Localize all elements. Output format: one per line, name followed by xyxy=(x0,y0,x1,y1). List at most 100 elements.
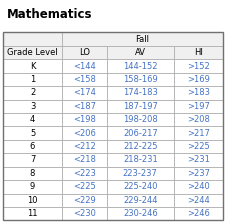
Text: >244: >244 xyxy=(186,196,209,205)
Text: >240: >240 xyxy=(186,182,209,191)
Text: <158: <158 xyxy=(72,75,95,84)
Text: 6: 6 xyxy=(30,142,35,151)
Bar xyxy=(61,46,106,59)
Bar xyxy=(3,59,61,73)
Bar xyxy=(173,113,222,126)
Text: 9: 9 xyxy=(30,182,35,191)
Text: 2: 2 xyxy=(30,89,35,97)
Text: LO: LO xyxy=(78,48,89,57)
Bar xyxy=(173,180,222,194)
Text: >225: >225 xyxy=(186,142,209,151)
Bar xyxy=(3,207,61,220)
Bar xyxy=(173,46,222,59)
Text: 218-231: 218-231 xyxy=(122,155,157,165)
Text: <187: <187 xyxy=(72,102,95,111)
Text: <230: <230 xyxy=(72,209,95,218)
Bar xyxy=(3,140,61,153)
Text: <174: <174 xyxy=(72,89,95,97)
Bar xyxy=(61,59,106,73)
Text: 10: 10 xyxy=(27,196,38,205)
Bar xyxy=(3,126,61,140)
Text: 7: 7 xyxy=(30,155,35,165)
Text: 223-237: 223-237 xyxy=(122,169,157,178)
Text: <206: <206 xyxy=(72,129,95,138)
Text: 230-246: 230-246 xyxy=(122,209,157,218)
Text: <223: <223 xyxy=(72,169,95,178)
Text: HI: HI xyxy=(193,48,202,57)
Text: <212: <212 xyxy=(72,142,95,151)
Text: >183: >183 xyxy=(186,89,209,97)
Bar xyxy=(106,100,173,113)
Bar xyxy=(3,32,61,46)
Text: <198: <198 xyxy=(72,115,95,124)
Bar xyxy=(173,167,222,180)
Bar xyxy=(106,194,173,207)
Text: <225: <225 xyxy=(72,182,95,191)
Bar xyxy=(61,153,106,167)
Bar xyxy=(106,86,173,100)
Bar xyxy=(173,86,222,100)
Bar xyxy=(3,32,222,220)
Text: Mathematics: Mathematics xyxy=(7,8,92,21)
Bar xyxy=(3,113,61,126)
Bar xyxy=(173,194,222,207)
Bar xyxy=(61,100,106,113)
Text: <144: <144 xyxy=(72,62,95,71)
Text: >237: >237 xyxy=(186,169,209,178)
Bar xyxy=(106,180,173,194)
Text: 1: 1 xyxy=(30,75,35,84)
Text: >231: >231 xyxy=(186,155,209,165)
Bar xyxy=(61,32,222,46)
Text: 11: 11 xyxy=(27,209,38,218)
Text: 8: 8 xyxy=(30,169,35,178)
Bar xyxy=(3,86,61,100)
Text: <229: <229 xyxy=(72,196,95,205)
Text: 3: 3 xyxy=(30,102,35,111)
Bar xyxy=(106,167,173,180)
Bar xyxy=(173,73,222,86)
Bar xyxy=(3,100,61,113)
Text: 212-225: 212-225 xyxy=(122,142,157,151)
Bar xyxy=(3,194,61,207)
Bar xyxy=(106,126,173,140)
Text: Fall: Fall xyxy=(135,35,149,44)
Bar xyxy=(3,167,61,180)
Bar xyxy=(61,180,106,194)
Text: <218: <218 xyxy=(72,155,95,165)
Bar xyxy=(173,153,222,167)
Text: >217: >217 xyxy=(186,129,209,138)
Bar xyxy=(3,46,61,59)
Bar xyxy=(173,59,222,73)
Text: >169: >169 xyxy=(186,75,209,84)
Text: 174-183: 174-183 xyxy=(122,89,157,97)
Bar xyxy=(61,140,106,153)
Text: 206-217: 206-217 xyxy=(122,129,157,138)
Bar xyxy=(61,86,106,100)
Bar xyxy=(173,207,222,220)
Text: K: K xyxy=(30,62,35,71)
Bar xyxy=(61,73,106,86)
Text: 229-244: 229-244 xyxy=(122,196,157,205)
Bar xyxy=(106,113,173,126)
Bar xyxy=(61,113,106,126)
Bar xyxy=(61,126,106,140)
Bar xyxy=(173,126,222,140)
Text: >197: >197 xyxy=(186,102,209,111)
Text: 158-169: 158-169 xyxy=(122,75,157,84)
Text: 144-152: 144-152 xyxy=(122,62,157,71)
Bar xyxy=(3,180,61,194)
Text: 198-208: 198-208 xyxy=(122,115,157,124)
Text: 4: 4 xyxy=(30,115,35,124)
Bar xyxy=(106,140,173,153)
Text: 225-240: 225-240 xyxy=(122,182,157,191)
Text: >152: >152 xyxy=(186,62,209,71)
Text: >246: >246 xyxy=(186,209,209,218)
Bar xyxy=(106,46,173,59)
Text: >208: >208 xyxy=(186,115,209,124)
Text: 5: 5 xyxy=(30,129,35,138)
Text: Grade Level: Grade Level xyxy=(7,48,58,57)
Text: 187-197: 187-197 xyxy=(122,102,157,111)
Bar xyxy=(61,194,106,207)
Bar xyxy=(173,100,222,113)
Bar xyxy=(106,207,173,220)
